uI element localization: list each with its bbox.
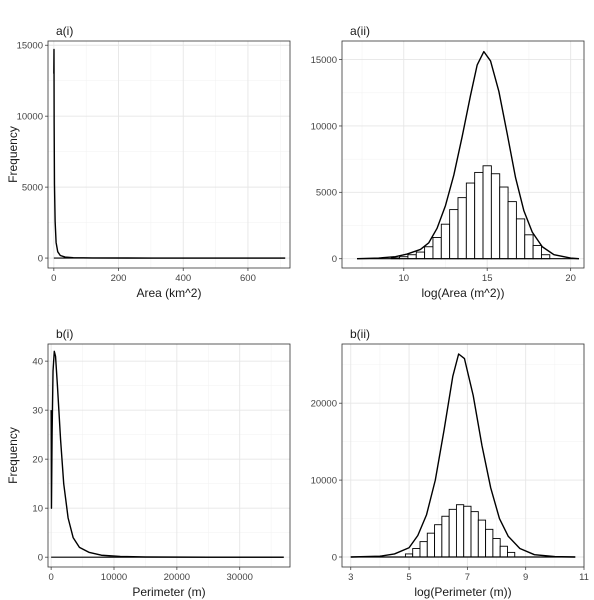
series-line bbox=[356, 50, 580, 260]
plot-frame bbox=[47, 40, 291, 269]
histogram-bar bbox=[524, 234, 534, 260]
series-line bbox=[50, 350, 284, 558]
y-tick-label: 10000 bbox=[17, 111, 43, 122]
histogram-bar bbox=[485, 528, 494, 558]
y-tick-label: 0 bbox=[332, 552, 337, 563]
histogram-bar bbox=[448, 508, 457, 558]
histogram-bar bbox=[441, 515, 450, 558]
histogram-bar bbox=[499, 186, 509, 260]
y-tick-label: 20 bbox=[32, 454, 43, 465]
histogram-bar bbox=[492, 538, 501, 558]
histogram-bar bbox=[470, 511, 479, 558]
plot-frame bbox=[341, 40, 585, 269]
y-tick-label: 20000 bbox=[311, 399, 337, 410]
panel-tag: a(i) bbox=[56, 24, 73, 38]
x-tick-label: 20 bbox=[565, 273, 576, 284]
x-axis-title: log(Area (m^2)) bbox=[422, 286, 505, 300]
x-tick-label: 5 bbox=[406, 572, 411, 583]
histogram-bar bbox=[482, 165, 492, 260]
x-tick-label: 200 bbox=[111, 273, 127, 284]
series-line bbox=[350, 353, 576, 558]
x-tick-label: 15 bbox=[482, 273, 493, 284]
plot-frame bbox=[341, 343, 585, 568]
histogram-bar bbox=[474, 171, 484, 260]
plot-background bbox=[48, 41, 290, 268]
histogram-bar bbox=[415, 251, 426, 260]
y-tick-label: 10000 bbox=[311, 121, 337, 132]
y-tick-label: 10 bbox=[32, 503, 43, 514]
y-tick-label: 0 bbox=[38, 253, 43, 264]
histogram-bar bbox=[477, 519, 487, 558]
histogram-bar bbox=[434, 524, 443, 558]
y-tick-label: 0 bbox=[38, 552, 43, 563]
x-tick-label: 11 bbox=[579, 572, 589, 583]
chart-panel-4: 3 5 7 9 11 0 10000 20000 b(ii) log(Perimeter (m)) bbox=[311, 327, 589, 599]
x-tick-label: 10 bbox=[398, 273, 409, 284]
panel-tag: b(ii) bbox=[350, 327, 370, 341]
histogram-bar bbox=[507, 551, 516, 558]
x-tick-label: 30000 bbox=[227, 572, 253, 583]
histogram-bar bbox=[463, 505, 472, 558]
histogram-bar bbox=[507, 201, 517, 260]
histogram-bar bbox=[465, 182, 476, 260]
x-tick-label: 20000 bbox=[164, 572, 190, 583]
x-tick-label: 3 bbox=[348, 572, 353, 583]
y-tick-label: 40 bbox=[32, 356, 43, 367]
series-line bbox=[53, 48, 286, 259]
y-axis-title: Frequency bbox=[6, 126, 20, 183]
y-tick-label: 0 bbox=[332, 254, 337, 265]
histogram-bar bbox=[426, 532, 436, 558]
panel-tag: b(i) bbox=[56, 327, 73, 341]
histogram-bar bbox=[432, 237, 442, 260]
plot-background bbox=[48, 344, 290, 567]
x-tick-label: 7 bbox=[465, 572, 470, 583]
histogram-bar bbox=[455, 504, 465, 558]
histogram-bar bbox=[499, 545, 508, 558]
x-axis-title: Perimeter (m) bbox=[132, 585, 205, 599]
histogram-bar bbox=[457, 197, 467, 260]
histogram-bar bbox=[449, 209, 459, 260]
plot-frame bbox=[47, 343, 291, 568]
chart-panel-3: 0 10000 20000 30000 0 10 20 30 40 b(i) Perimeter (… bbox=[6, 327, 291, 599]
x-tick-label: 600 bbox=[240, 273, 256, 284]
x-tick-label: 10000 bbox=[101, 572, 127, 583]
histogram-bar bbox=[532, 244, 542, 260]
x-tick-label: 9 bbox=[523, 572, 528, 583]
histogram-bar bbox=[419, 541, 428, 558]
x-axis-title: Area (km^2) bbox=[137, 286, 202, 300]
chart-panel-2: 10 15 20 0 5000 10000 15000 a(ii) log(Area (m^2)… bbox=[311, 24, 585, 300]
histogram-bar bbox=[440, 223, 451, 260]
chart-panel-1: 0 200 400 600 0 5000 10000 15000 a(i) Area (km^2)… bbox=[6, 24, 291, 300]
x-tick-label: 0 bbox=[48, 572, 53, 583]
x-axis-title: log(Perimeter (m)) bbox=[414, 585, 511, 599]
y-axis-title: Frequency bbox=[6, 427, 20, 484]
histogram-bar bbox=[412, 548, 421, 558]
y-tick-label: 10000 bbox=[311, 475, 337, 486]
y-tick-label: 5000 bbox=[22, 182, 43, 193]
panel-tag: a(ii) bbox=[350, 24, 370, 38]
y-tick-label: 5000 bbox=[316, 188, 337, 199]
y-tick-label: 15000 bbox=[311, 55, 337, 66]
y-tick-label: 15000 bbox=[17, 41, 43, 52]
histogram-bar bbox=[424, 246, 434, 260]
x-tick-label: 400 bbox=[175, 273, 191, 284]
histogram-bar bbox=[490, 173, 501, 260]
histogram-bar bbox=[515, 218, 526, 260]
x-tick-label: 0 bbox=[51, 273, 56, 284]
y-tick-label: 30 bbox=[32, 405, 43, 416]
